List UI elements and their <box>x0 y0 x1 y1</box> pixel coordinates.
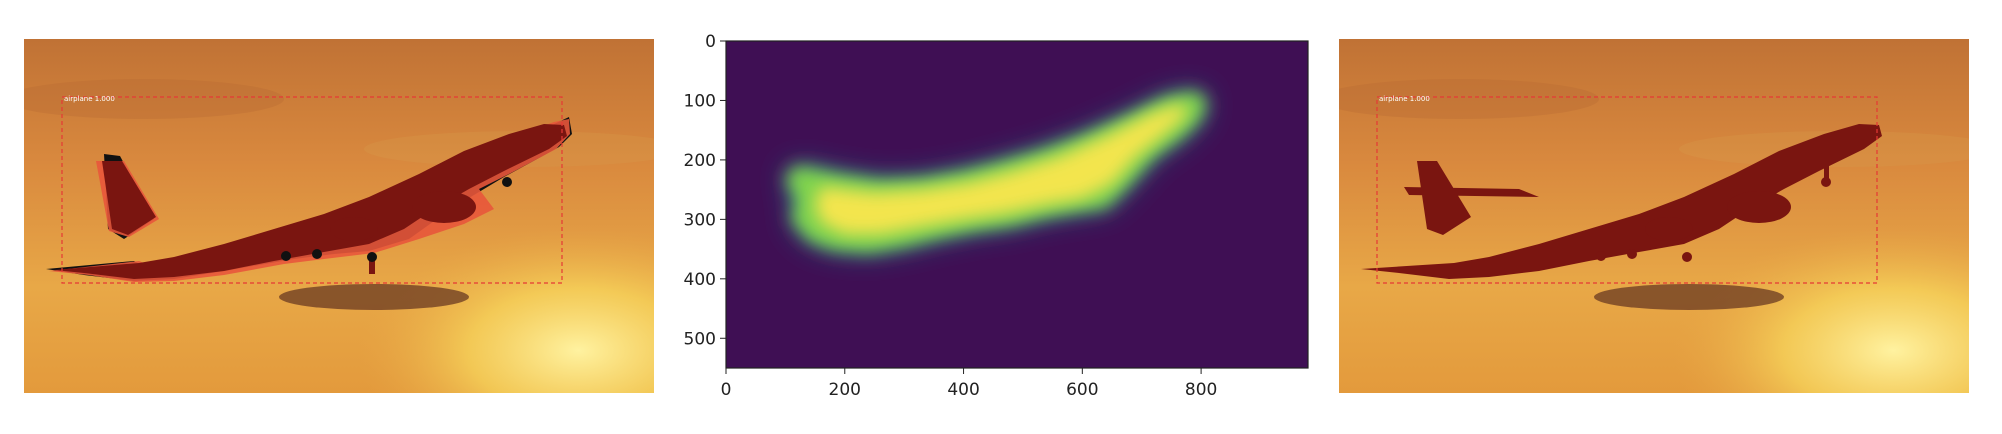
x-tick-label: 600 <box>1066 380 1098 400</box>
detection-label: airplane 1.000 <box>1379 95 1430 103</box>
y-axis: 0 100 200 300 400 500 <box>684 32 726 349</box>
x-tick-label: 800 <box>1185 380 1217 400</box>
y-tick-label: 500 <box>684 329 716 349</box>
detection-label: airplane 1.000 <box>64 95 115 103</box>
x-tick-label: 200 <box>829 380 861 400</box>
aircraft-body <box>1361 124 1882 279</box>
y-tick-label: 100 <box>684 91 716 111</box>
mask-core <box>815 103 1187 235</box>
x-tick-label: 400 <box>947 380 979 400</box>
y-tick-label: 200 <box>684 151 716 171</box>
y-tick-label: 400 <box>684 270 716 290</box>
x-tick-label: 0 <box>721 380 732 400</box>
detection-image-with-mask: airplane 1.000 <box>24 39 654 393</box>
x-axis: 0 200 400 600 800 <box>721 368 1217 400</box>
plot-frame <box>725 40 1309 369</box>
mask-heatmap <box>726 41 1308 368</box>
detection-image: airplane 1.000 <box>1339 39 1969 393</box>
aircraft-body <box>54 124 567 279</box>
y-tick-label: 300 <box>684 210 716 230</box>
y-tick-label: 0 <box>705 32 716 52</box>
